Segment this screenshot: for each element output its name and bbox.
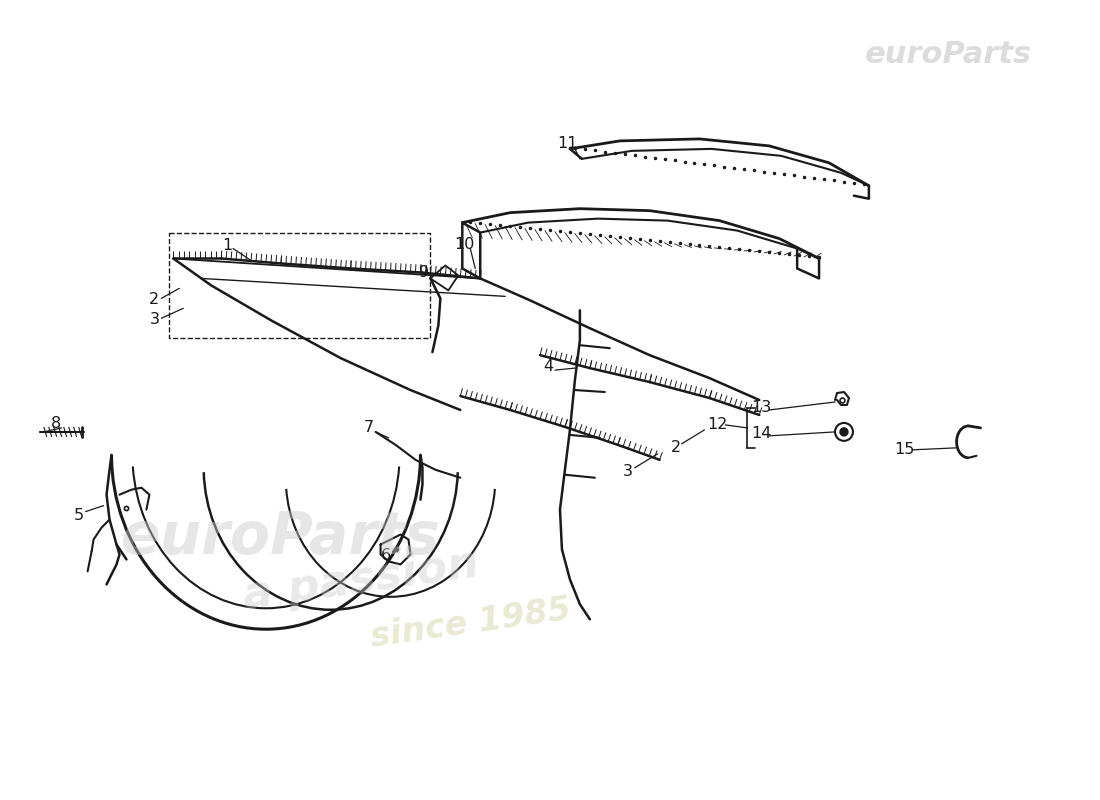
Text: 3: 3 <box>150 312 160 326</box>
Text: 3: 3 <box>623 464 632 479</box>
Text: 12: 12 <box>707 418 727 433</box>
Text: 13: 13 <box>751 401 771 415</box>
Text: 2: 2 <box>150 292 160 307</box>
Text: 2: 2 <box>671 440 681 455</box>
Text: 8: 8 <box>51 417 60 431</box>
Text: a passion: a passion <box>240 542 482 618</box>
Text: 1: 1 <box>222 238 232 253</box>
Text: 11: 11 <box>558 136 579 151</box>
Text: 14: 14 <box>751 426 771 442</box>
Text: euroParts: euroParts <box>865 40 1032 69</box>
Text: 4: 4 <box>543 358 553 374</box>
Text: 9: 9 <box>419 265 429 280</box>
Text: euroParts: euroParts <box>121 510 441 566</box>
Text: 6: 6 <box>381 548 390 563</box>
Text: since 1985: since 1985 <box>367 594 573 654</box>
Circle shape <box>840 428 848 436</box>
Text: 5: 5 <box>74 508 84 523</box>
Text: 7: 7 <box>364 421 374 435</box>
Text: 15: 15 <box>894 442 915 458</box>
Text: 10: 10 <box>454 237 474 252</box>
